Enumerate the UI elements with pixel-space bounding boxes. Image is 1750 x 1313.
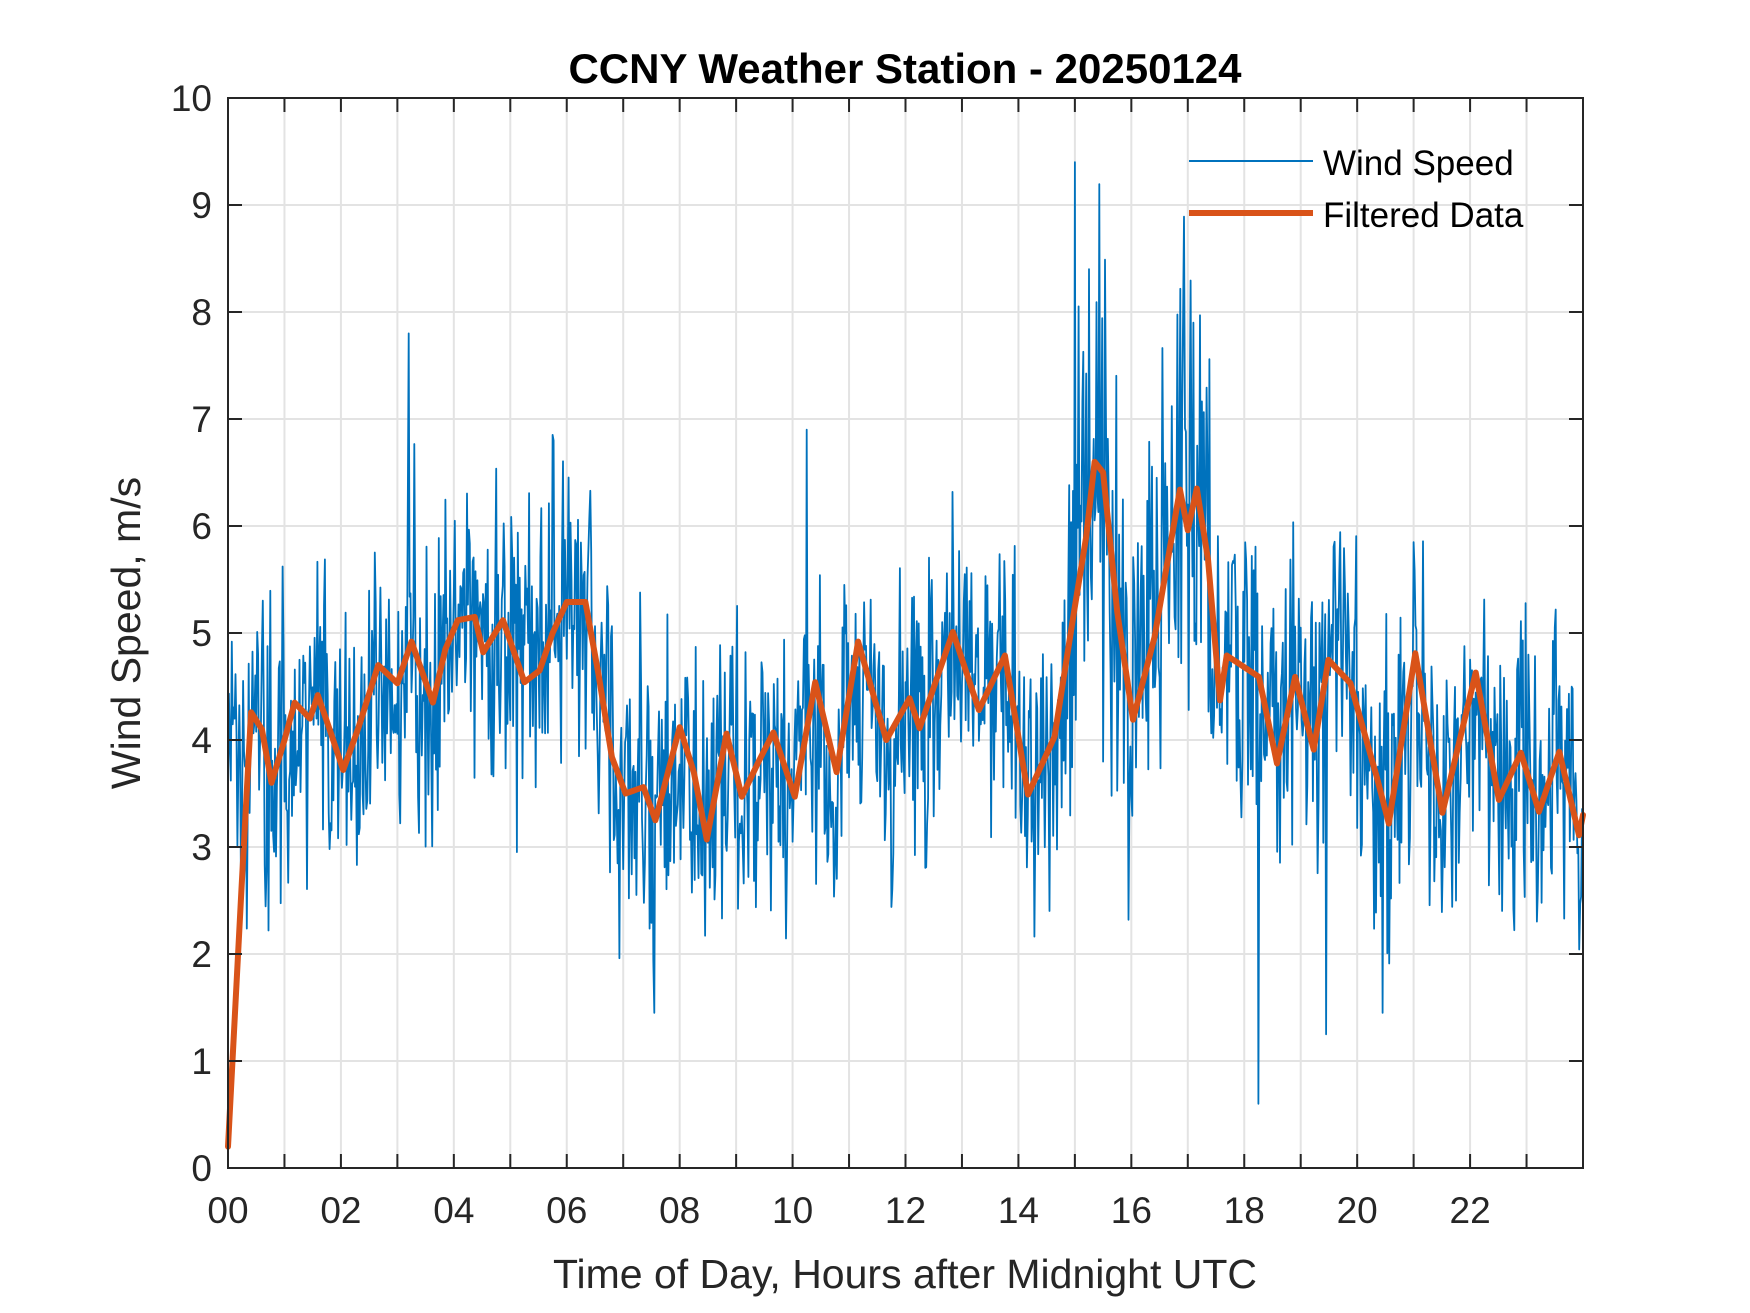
y-tick-label: 3: [191, 827, 212, 868]
legend-label-filtered-data: Filtered Data: [1323, 196, 1524, 235]
y-tick-label: 9: [191, 185, 212, 226]
x-axis-label: Time of Day, Hours after Midnight UTC: [553, 1251, 1257, 1297]
y-tick-label: 7: [191, 399, 212, 440]
y-tick-label: 0: [191, 1148, 212, 1189]
y-tick-label: 4: [191, 720, 212, 761]
x-tick-label: 14: [998, 1190, 1039, 1231]
series-filtered-data: [225, 458, 1586, 1150]
y-tick-label: 1: [191, 1041, 212, 1082]
wind-speed-line: [227, 161, 1583, 1105]
series-wind-speed: [227, 161, 1583, 1105]
y-tick-label: 10: [171, 78, 212, 119]
y-tick-label: 6: [191, 506, 212, 547]
x-tick-label: 22: [1450, 1190, 1491, 1231]
y-tick-label: 5: [191, 613, 212, 654]
legend-label-wind-speed: Wind Speed: [1323, 144, 1514, 183]
axis-ticks: [228, 97, 1583, 1169]
x-tick-label: 10: [772, 1190, 813, 1231]
y-tick-label: 2: [191, 934, 212, 975]
x-tick-labels: 00 02 04 06 08 10 12 14 16 18 20 22: [207, 1190, 1490, 1231]
x-tick-label: 00: [207, 1190, 248, 1231]
y-tick-label: 8: [191, 292, 212, 333]
y-tick-labels: 0 1 2 3 4 5 6 7 8 9 10: [171, 78, 212, 1189]
y-axis-label: Wind Speed, m/s: [103, 477, 149, 789]
x-tick-label: 04: [433, 1190, 474, 1231]
x-tick-label: 12: [885, 1190, 926, 1231]
filtered-data-line: [225, 458, 1586, 1150]
x-tick-label: 16: [1111, 1190, 1152, 1231]
x-tick-label: 08: [659, 1190, 700, 1231]
legend: Wind Speed Filtered Data: [1189, 144, 1524, 235]
x-tick-label: 20: [1337, 1190, 1378, 1231]
x-tick-label: 02: [320, 1190, 361, 1231]
x-tick-label: 06: [546, 1190, 587, 1231]
x-tick-label: 18: [1224, 1190, 1265, 1231]
chart-title: CCNY Weather Station - 20250124: [568, 45, 1242, 92]
